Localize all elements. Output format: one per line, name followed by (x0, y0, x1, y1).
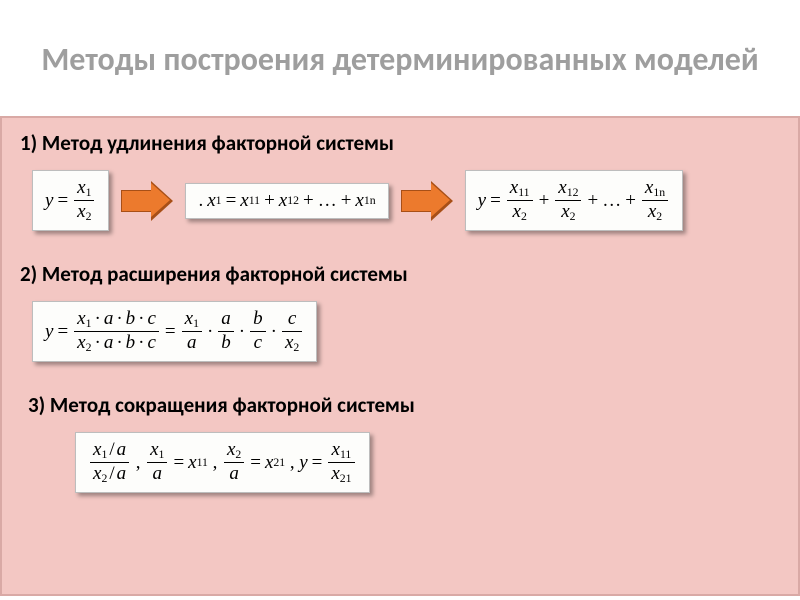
section-2-label: 2) Метод расширения факторной системы (20, 261, 780, 287)
formula-s3: x1/a x2/a , x1 a = x11 , x2 a = (75, 432, 370, 493)
section-1-label: 1) Метод удлинения факторной системы (20, 130, 780, 156)
slide: Методы построения детерминированных моде… (0, 0, 800, 600)
section-3-formulas: x1/a x2/a , x1 a = x11 , x2 a = (20, 432, 780, 493)
formula-s2: y = x1·a·b·c x2·a·b·c = x1 a · (32, 301, 317, 362)
section-2-formulas: y = x1·a·b·c x2·a·b·c = x1 a · (20, 301, 780, 362)
formula-s1-a: y = x1 x2 (32, 170, 109, 231)
section-3-label: 3) Метод сокращения факторной системы (20, 392, 780, 418)
arrow-icon (121, 181, 173, 221)
formula-s1-b: . x1 = x11 + x12 + … + x1n (185, 183, 388, 219)
arrow-icon (401, 181, 453, 221)
formula-s1-c: y = x11 x2 + x12 x2 + … + x1n (465, 170, 684, 231)
content-box: 1) Метод удлинения факторной системы y =… (0, 116, 800, 596)
title-area: Методы построения детерминированных моде… (0, 0, 800, 116)
var-y: y (45, 190, 53, 212)
equals-icon: = (57, 190, 68, 212)
fraction: x1 x2 (74, 177, 94, 224)
section-1-formulas: y = x1 x2 . x1 = x11 + x12 + … + (20, 170, 780, 231)
page-title: Методы построения детерминированных моде… (41, 42, 758, 79)
